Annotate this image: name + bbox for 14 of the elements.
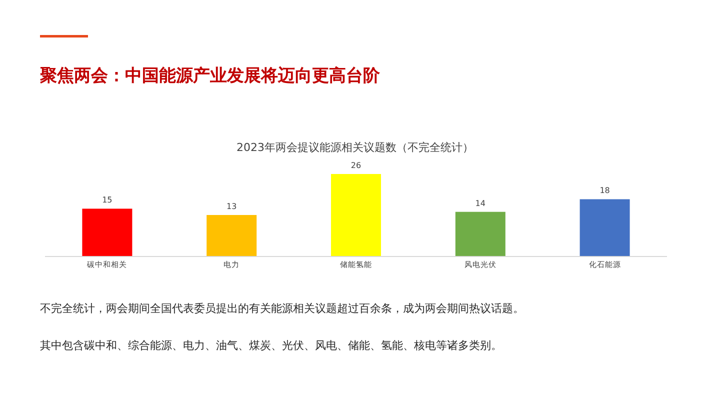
chart-subtitle: 2023年两会提议能源相关议题数（不完全统计）: [236, 141, 474, 154]
chart-title: 聚焦两会：中国能源产业发展将迈向更高台阶: [39, 66, 381, 86]
data-label: 13: [226, 202, 237, 211]
text: 不完全统计，两会期间全国代表委员提出的有关能源相关议题超过百余条，成为两会期间热议话题。: [40, 302, 524, 315]
bar: [82, 208, 132, 256]
text: 其中包含碳中和、综合能源、电力、油气、煤炭、光伏、风电、储能、氢能、核电等诸多类别。: [40, 339, 502, 352]
data-label: 18: [600, 186, 610, 196]
data-label: 14: [475, 198, 486, 208]
data-label: 15: [102, 196, 112, 205]
bar: [580, 199, 630, 256]
bar: [206, 215, 257, 256]
data-label: 26: [350, 161, 362, 170]
bar: [331, 174, 381, 256]
bar: [455, 212, 506, 256]
